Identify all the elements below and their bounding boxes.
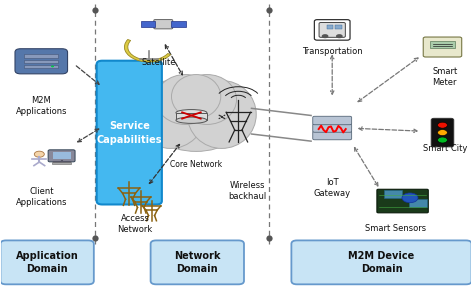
Ellipse shape — [145, 79, 248, 151]
Bar — [384, 190, 402, 198]
Circle shape — [438, 122, 447, 128]
Text: Core Network: Core Network — [170, 160, 222, 169]
FancyBboxPatch shape — [15, 49, 68, 74]
Text: Smart Sensors: Smart Sensors — [365, 224, 426, 233]
FancyBboxPatch shape — [97, 61, 162, 204]
Text: Network
Domain: Network Domain — [174, 251, 220, 274]
Bar — [24, 54, 58, 58]
FancyBboxPatch shape — [313, 116, 352, 125]
Text: Smart City: Smart City — [423, 144, 467, 153]
Circle shape — [34, 151, 44, 157]
FancyBboxPatch shape — [423, 37, 462, 57]
Circle shape — [402, 193, 418, 203]
Bar — [53, 152, 71, 160]
Bar — [24, 60, 58, 63]
Text: Transportation: Transportation — [302, 47, 363, 56]
Circle shape — [51, 65, 54, 67]
Bar — [176, 113, 207, 120]
Text: M2M Device
Domain: M2M Device Domain — [348, 251, 415, 274]
Bar — [410, 199, 427, 207]
Ellipse shape — [177, 75, 237, 124]
FancyBboxPatch shape — [377, 189, 428, 213]
Text: M2M
Applications: M2M Applications — [16, 96, 67, 115]
Text: Application
Domain: Application Domain — [16, 251, 79, 274]
Ellipse shape — [136, 81, 205, 148]
Text: IoT
Gateway: IoT Gateway — [314, 178, 351, 198]
Ellipse shape — [176, 109, 207, 116]
Ellipse shape — [187, 81, 256, 148]
FancyBboxPatch shape — [431, 118, 454, 147]
Text: Service
Capabilities: Service Capabilities — [97, 121, 162, 145]
Circle shape — [438, 137, 447, 143]
Bar — [24, 65, 58, 68]
FancyBboxPatch shape — [319, 22, 346, 37]
Text: Client
Applications: Client Applications — [16, 187, 67, 207]
Bar — [141, 22, 155, 27]
Wedge shape — [124, 39, 171, 62]
Ellipse shape — [156, 75, 215, 124]
Bar — [335, 25, 342, 29]
Text: Smart
Meter: Smart Meter — [432, 67, 457, 87]
Circle shape — [336, 34, 343, 38]
Text: Satellite: Satellite — [141, 58, 176, 67]
Circle shape — [322, 34, 328, 38]
FancyBboxPatch shape — [313, 124, 352, 132]
Bar — [52, 162, 72, 164]
Circle shape — [438, 130, 447, 136]
FancyBboxPatch shape — [154, 20, 173, 29]
Bar — [327, 25, 333, 29]
Text: Wireless
backhaul: Wireless backhaul — [228, 181, 267, 201]
Text: Access
Network: Access Network — [118, 214, 153, 234]
FancyBboxPatch shape — [292, 240, 472, 284]
Bar — [171, 22, 185, 27]
FancyBboxPatch shape — [48, 150, 75, 162]
FancyBboxPatch shape — [151, 240, 244, 284]
Ellipse shape — [176, 117, 207, 123]
Bar — [430, 41, 455, 48]
FancyBboxPatch shape — [313, 131, 352, 140]
Ellipse shape — [172, 75, 221, 118]
FancyBboxPatch shape — [0, 240, 94, 284]
FancyBboxPatch shape — [314, 20, 350, 40]
